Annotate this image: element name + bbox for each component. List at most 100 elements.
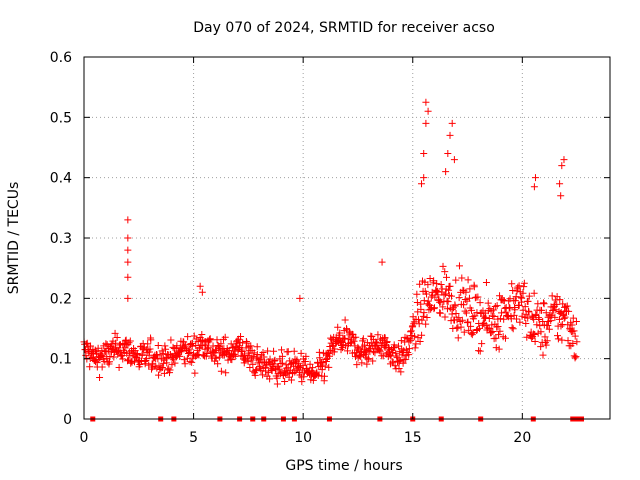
data-point: [351, 342, 359, 350]
data-point: [154, 341, 162, 349]
axis-ticks: 0 5 10 15 20 0 0.1 0.2 0.3 0.4 0.5 0.6: [50, 50, 610, 446]
data-point: [266, 355, 274, 363]
data-point: [334, 323, 342, 331]
data-point: [553, 300, 561, 308]
data-point-spike: [422, 119, 430, 127]
data-point: [331, 345, 339, 353]
data-point: [547, 317, 555, 325]
data-point: [452, 276, 460, 284]
data-point: [561, 313, 569, 321]
data-point-spike: [198, 288, 206, 296]
data-point: [416, 280, 424, 288]
data-point: [369, 357, 377, 365]
data-point: [253, 343, 261, 351]
data-point: [442, 290, 450, 298]
data-point: [389, 348, 397, 356]
data-point: [316, 354, 324, 362]
data-point: [298, 378, 306, 386]
data-point: [537, 343, 545, 351]
data-point: [407, 327, 415, 335]
data-point: [97, 351, 105, 359]
data-point: [511, 297, 519, 305]
data-point: [544, 321, 552, 329]
data-point: [489, 312, 497, 320]
data-point: [354, 343, 362, 351]
data-point: [508, 324, 516, 332]
data-point: [160, 359, 168, 367]
plot-frame: [83, 56, 611, 420]
data-point: [417, 305, 425, 313]
data-point: [494, 323, 502, 331]
data-point: [313, 368, 321, 376]
data-point: [556, 296, 564, 304]
data-point: [431, 304, 439, 312]
data-point: [466, 285, 474, 293]
data-point: [554, 332, 562, 340]
data-point: [493, 302, 501, 310]
data-point: [376, 347, 384, 355]
data-point: [413, 299, 421, 307]
data-point: [467, 329, 475, 337]
data-point: [249, 360, 257, 368]
data-point: [506, 304, 514, 312]
data-point: [524, 314, 532, 322]
data-point: [490, 312, 498, 320]
data-point: [500, 315, 508, 323]
data-point: [475, 324, 483, 332]
data-point: [86, 363, 94, 371]
data-point: [112, 339, 120, 347]
data-point: [485, 325, 493, 333]
data-point: [256, 363, 264, 371]
data-point: [415, 320, 423, 328]
data-point-spike: [444, 150, 452, 158]
data-point: [433, 288, 441, 296]
data-point: [439, 262, 447, 270]
data-point: [119, 355, 127, 363]
chart-title: Day 070 of 2024, SRMTID for receiver acs…: [193, 20, 495, 36]
data-point: [284, 348, 292, 356]
data-point: [390, 343, 398, 351]
data-point: [534, 300, 542, 308]
data-point: [424, 297, 432, 305]
data-point: [217, 367, 225, 375]
x-axis-label: GPS time / hours: [285, 458, 402, 474]
data-point: [184, 333, 192, 341]
data-point: [539, 317, 547, 325]
data-point-spike: [530, 183, 538, 191]
data-point-spike: [531, 174, 539, 182]
data-point: [545, 325, 553, 333]
data-point-spike: [424, 107, 432, 115]
data-point: [302, 352, 310, 360]
data-point: [341, 334, 349, 342]
data-point: [238, 346, 245, 354]
data-point: [336, 329, 344, 337]
data-point: [446, 282, 454, 290]
y-tick-label: 0.5: [50, 110, 72, 126]
data-point: [395, 358, 403, 366]
x-tick-label: 0: [80, 430, 89, 446]
data-point: [96, 373, 104, 381]
data-point: [572, 318, 580, 326]
data-point: [509, 286, 517, 294]
data-point: [166, 366, 174, 374]
data-point: [437, 280, 445, 288]
data-point: [571, 332, 579, 340]
y-tick-label: 0.6: [50, 50, 72, 66]
data-point: [184, 349, 192, 357]
data-point: [209, 342, 217, 350]
data-point: [121, 344, 129, 352]
data-point: [275, 365, 283, 373]
y-tick-label: 0.2: [50, 291, 72, 307]
data-point: [492, 344, 500, 352]
data-point: [461, 296, 469, 304]
data-point: [487, 329, 495, 337]
data-point: [490, 306, 498, 314]
data-point: [253, 366, 261, 374]
data-point: [110, 353, 118, 361]
data-point: [531, 337, 539, 345]
data-point: [217, 340, 225, 348]
data-point: [214, 341, 222, 349]
data-point-spike: [418, 180, 426, 188]
data-point: [565, 307, 573, 315]
data-point: [403, 334, 411, 342]
